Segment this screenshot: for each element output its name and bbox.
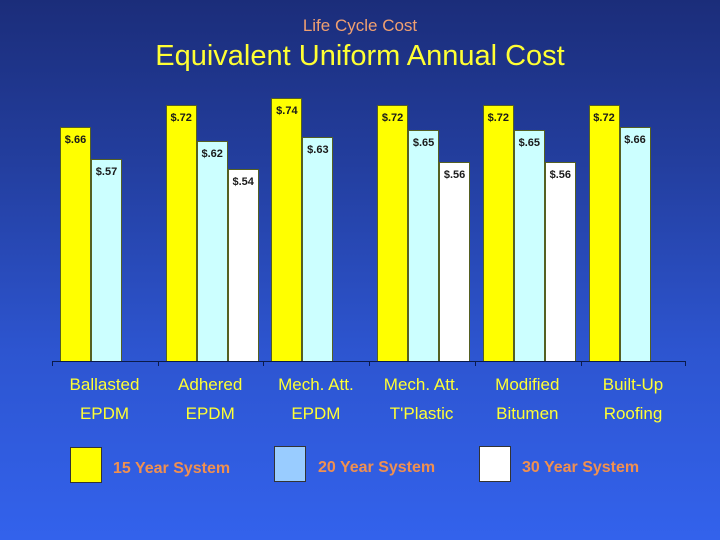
axis-tick: [685, 361, 686, 366]
category-label: Modified Bitumen: [475, 370, 580, 428]
category-label: Mech. Att. EPDM: [263, 370, 368, 428]
bar-30yr: $.54: [227, 169, 259, 361]
bar-value-label: $.72: [593, 112, 615, 124]
bar-15yr: $.66: [60, 127, 91, 361]
axis-tick: [52, 361, 53, 366]
legend-swatch-30yr: [479, 446, 511, 482]
chart-title: Equivalent Uniform Annual Cost: [155, 40, 565, 72]
bar-value-label: $.74: [276, 105, 298, 117]
bar-value-label: $.56: [549, 169, 571, 181]
bar-20yr: $.65: [408, 130, 440, 361]
bar-value-label: $.72: [381, 112, 404, 124]
bar-value-label: $.66: [64, 134, 87, 146]
bar-15yr: $.72: [165, 105, 197, 361]
axis-tick: [158, 361, 159, 366]
category-label: Built-Up Roofing: [581, 370, 686, 428]
bar-20yr: $.62: [196, 141, 228, 361]
bar-value-label: $.72: [487, 112, 509, 124]
axis-tick: [369, 361, 370, 366]
category-label-line: EPDM: [291, 404, 341, 423]
category-label-line: Adhered: [178, 375, 243, 394]
category-label: Mech. Att. T'Plastic: [369, 370, 474, 428]
axis-tick: [263, 361, 264, 366]
legend-label: 15 Year System: [113, 460, 231, 477]
chart-subtitle: Life Cycle Cost: [302, 16, 418, 35]
bar-value-label: $.62: [201, 148, 223, 160]
bar-value-label: $.56: [443, 169, 466, 181]
bar-15yr: $.72: [482, 105, 514, 361]
legend-label: 30 Year System: [522, 459, 640, 476]
bar-value-label: $.66: [624, 134, 646, 146]
bar-value-label: $.72: [170, 112, 192, 124]
axis-tick: [475, 361, 476, 366]
category-label: Adhered EPDM: [158, 370, 263, 428]
legend-swatch-15yr: [70, 447, 102, 483]
category-label-line: Roofing: [603, 404, 663, 423]
category-label-line: Ballasted: [69, 375, 140, 394]
category-label-line: EPDM: [185, 404, 235, 423]
axis-tick: [581, 361, 582, 366]
bar-value-label: $.63: [307, 144, 329, 156]
bar-value-label: $.54: [232, 176, 254, 188]
bar-30yr: $.56: [439, 162, 471, 361]
legend-swatch-20yr: [274, 446, 306, 482]
bar-20yr: $.66: [619, 127, 651, 361]
bar-20yr: $.65: [513, 130, 545, 361]
bar-30yr: $.56: [544, 162, 576, 361]
bar-20yr: $.63: [302, 137, 334, 361]
category-label-line: Mech. Att.: [383, 375, 460, 394]
bar-20yr: $.57: [91, 159, 122, 361]
category-label-line: Mech. Att.: [278, 375, 354, 394]
bar-15yr: $.72: [377, 105, 409, 361]
bar-value-label: $.65: [518, 137, 540, 149]
category-label-line: Modified: [495, 375, 560, 394]
category-label-line: Built-Up: [602, 375, 664, 394]
legend-label: 20 Year System: [318, 459, 436, 476]
category-label-line: EPDM: [79, 404, 130, 423]
bar-value-label: $.65: [412, 137, 435, 149]
category-label-line: T'Plastic: [389, 404, 454, 423]
category-label-line: Bitumen: [496, 404, 559, 423]
bar-15yr: $.74: [271, 98, 303, 361]
bar-value-label: $.57: [95, 166, 118, 178]
category-label: Ballasted EPDM: [52, 370, 157, 428]
bar-15yr: $.72: [588, 105, 620, 361]
